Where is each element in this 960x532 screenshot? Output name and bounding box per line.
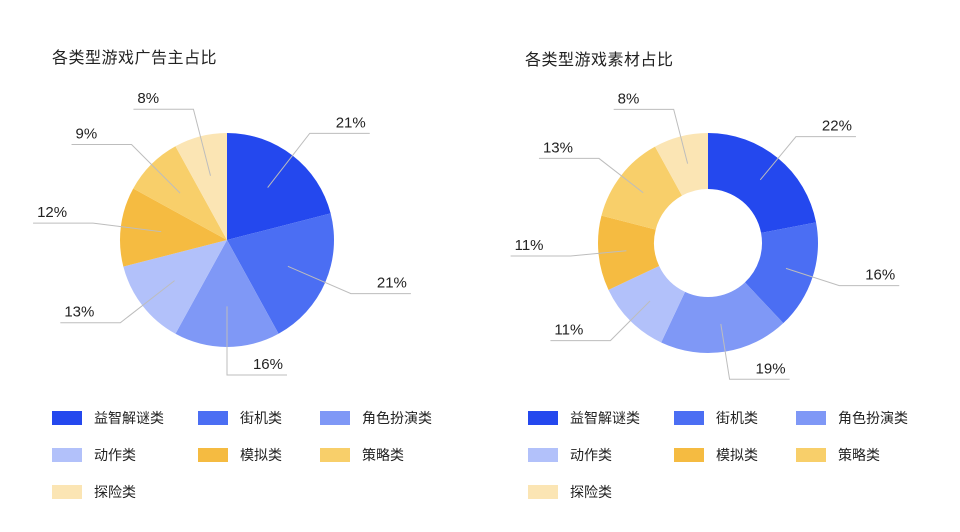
value-label-materials-6: 8% (618, 90, 640, 107)
value-label-materials-2: 19% (756, 360, 786, 377)
legend-swatch (796, 411, 826, 425)
leader-line-advertisers-2 (226, 306, 287, 376)
chart-title-materials: 各类型游戏素材占比 (525, 50, 674, 69)
slice-materials-4[interactable] (598, 215, 660, 290)
leader-line-advertisers-5 (71, 144, 181, 194)
legend-item-advertisers-2[interactable]: 角色扮演类 (320, 408, 432, 428)
legend-label: 角色扮演类 (362, 411, 432, 427)
leader-line-materials-6 (613, 108, 689, 164)
legend-item-materials-1[interactable]: 街机类 (674, 408, 758, 428)
legend-swatch (796, 448, 826, 462)
leader-line-materials-1 (785, 267, 900, 287)
legend-swatch (52, 448, 82, 462)
legend-label: 街机类 (716, 411, 758, 427)
legend-label: 模拟类 (716, 448, 758, 464)
value-label-advertisers-6: 8% (137, 90, 159, 107)
slice-advertisers-4[interactable] (120, 188, 227, 267)
legend-item-advertisers-1[interactable]: 街机类 (198, 408, 282, 428)
value-label-materials-1: 16% (865, 267, 895, 284)
value-label-advertisers-3: 13% (64, 304, 94, 321)
legend-item-advertisers-0[interactable]: 益智解谜类 (52, 408, 164, 428)
value-label-materials-4: 11% (515, 237, 544, 254)
legend-label: 街机类 (240, 411, 282, 427)
legend-swatch (198, 448, 228, 462)
leader-line-advertisers-3 (60, 280, 175, 324)
legend-label: 模拟类 (240, 448, 282, 464)
legend-label: 探险类 (570, 485, 612, 501)
legend-label: 动作类 (94, 448, 136, 464)
leader-line-materials-2 (720, 323, 790, 380)
legend-swatch (674, 448, 704, 462)
legend-swatch (198, 411, 228, 425)
slice-materials-5[interactable] (601, 146, 682, 230)
legend-label: 动作类 (570, 448, 612, 464)
legend-swatch (320, 448, 350, 462)
legend-item-advertisers-5[interactable]: 策略类 (320, 445, 404, 465)
legend-label: 益智解谜类 (570, 411, 640, 427)
leader-line-advertisers-0 (267, 132, 370, 188)
leader-line-materials-3 (550, 300, 651, 342)
legend-swatch (52, 411, 82, 425)
leader-line-advertisers-4 (33, 222, 162, 233)
leader-line-materials-5 (538, 157, 644, 194)
value-label-materials-5: 13% (543, 139, 573, 156)
slice-advertisers-1[interactable] (227, 213, 334, 334)
legend-item-materials-0[interactable]: 益智解谜类 (528, 408, 640, 428)
legend-item-advertisers-4[interactable]: 模拟类 (198, 445, 282, 465)
legend-item-materials-4[interactable]: 模拟类 (674, 445, 758, 465)
legend-swatch (674, 411, 704, 425)
slice-materials-6[interactable] (655, 133, 708, 196)
legend-swatch (528, 448, 558, 462)
leader-line-materials-0 (759, 136, 856, 181)
legend-swatch (528, 411, 558, 425)
slice-advertisers-3[interactable] (123, 240, 227, 334)
legend-label: 策略类 (362, 448, 404, 464)
legend-item-advertisers-6[interactable]: 探险类 (52, 482, 136, 502)
legend-item-advertisers-3[interactable]: 动作类 (52, 445, 136, 465)
legend-swatch (52, 485, 82, 499)
slice-advertisers-6[interactable] (175, 133, 227, 240)
value-label-advertisers-0: 21% (336, 114, 366, 131)
legend-label: 策略类 (838, 448, 880, 464)
leader-line-materials-4 (510, 250, 627, 257)
value-label-materials-0: 22% (822, 118, 852, 135)
chart-materials: 22% 16% 19% 11% 11% 13% 8% (510, 90, 900, 380)
slice-materials-2[interactable] (661, 282, 784, 353)
value-label-advertisers-1: 21% (377, 275, 407, 292)
legend-swatch (528, 485, 558, 499)
legend-label: 角色扮演类 (838, 411, 908, 427)
legend-label: 益智解谜类 (94, 411, 164, 427)
slice-advertisers-0[interactable] (227, 133, 331, 240)
slice-materials-0[interactable] (708, 133, 817, 233)
legend-item-materials-6[interactable]: 探险类 (528, 482, 612, 502)
legend-item-materials-2[interactable]: 角色扮演类 (796, 408, 908, 428)
value-label-advertisers-4: 12% (37, 204, 67, 221)
slice-advertisers-2[interactable] (175, 240, 279, 347)
value-label-advertisers-2: 16% (253, 356, 283, 373)
legend-item-materials-5[interactable]: 策略类 (796, 445, 880, 465)
leader-line-advertisers-6 (133, 108, 211, 176)
slice-materials-1[interactable] (744, 222, 818, 324)
legend-item-materials-3[interactable]: 动作类 (528, 445, 612, 465)
leader-line-advertisers-1 (287, 265, 411, 295)
legend-swatch (320, 411, 350, 425)
chart-title-advertisers: 各类型游戏广告主占比 (52, 48, 218, 67)
chart-advertisers: 21% 21% 16% 13% 12% 9% 8% (33, 90, 411, 376)
value-label-materials-3: 11% (554, 322, 583, 339)
legend-label: 探险类 (94, 485, 136, 501)
value-label-advertisers-5: 9% (76, 126, 98, 143)
